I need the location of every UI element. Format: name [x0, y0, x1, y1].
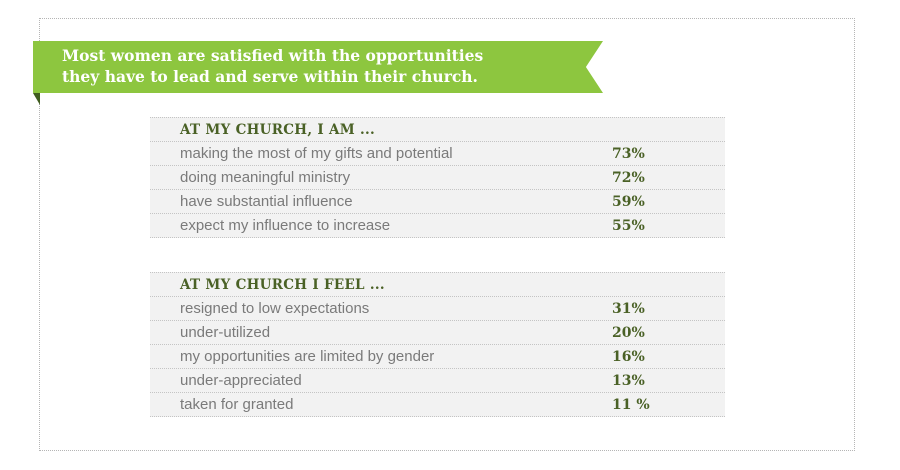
table-row: have substantial influence 59% [150, 189, 725, 213]
table-row: expect my influence to increase 55% [150, 213, 725, 238]
row-label: making the most of my gifts and potentia… [180, 145, 453, 162]
table-header: AT MY CHURCH I FEEL ... [180, 276, 385, 293]
table-header: AT MY CHURCH, I AM ... [180, 121, 375, 138]
banner-fold [33, 93, 40, 105]
table-at-my-church-i-feel: AT MY CHURCH I FEEL ... resigned to low … [150, 272, 725, 417]
row-label: taken for granted [180, 396, 294, 413]
row-value: 11 % [612, 396, 650, 413]
table-row: doing meaningful ministry 72% [150, 165, 725, 189]
banner-title: Most women are satisfied with the opport… [62, 46, 484, 86]
row-value: 55% [612, 217, 645, 234]
row-value: 16% [612, 348, 645, 365]
table-row: taken for granted 11 % [150, 392, 725, 417]
row-value: 20% [612, 324, 645, 341]
row-label: under-utilized [180, 324, 271, 341]
row-label: expect my influence to increase [180, 217, 391, 234]
table-row: under-appreciated 13% [150, 368, 725, 392]
table-header-row: AT MY CHURCH, I AM ... [150, 117, 725, 141]
row-value: 31% [612, 300, 645, 317]
row-label: doing meaningful ministry [180, 169, 351, 186]
row-label: my opportunities are limited by gender [180, 348, 435, 365]
row-value: 59% [612, 193, 645, 210]
row-label: resigned to low expectations [180, 300, 370, 317]
row-label: under-appreciated [180, 372, 302, 389]
row-value: 73% [612, 145, 645, 162]
infographic-frame [39, 18, 855, 451]
table-row: resigned to low expectations 31% [150, 296, 725, 320]
table-header-row: AT MY CHURCH I FEEL ... [150, 272, 725, 296]
row-label: have substantial influence [180, 193, 353, 210]
table-row: my opportunities are limited by gender 1… [150, 344, 725, 368]
title-banner [33, 41, 603, 93]
row-value: 72% [612, 169, 645, 186]
table-at-my-church-i-am: AT MY CHURCH, I AM ... making the most o… [150, 117, 725, 238]
table-row: making the most of my gifts and potentia… [150, 141, 725, 165]
table-row: under-utilized 20% [150, 320, 725, 344]
row-value: 13% [612, 372, 645, 389]
